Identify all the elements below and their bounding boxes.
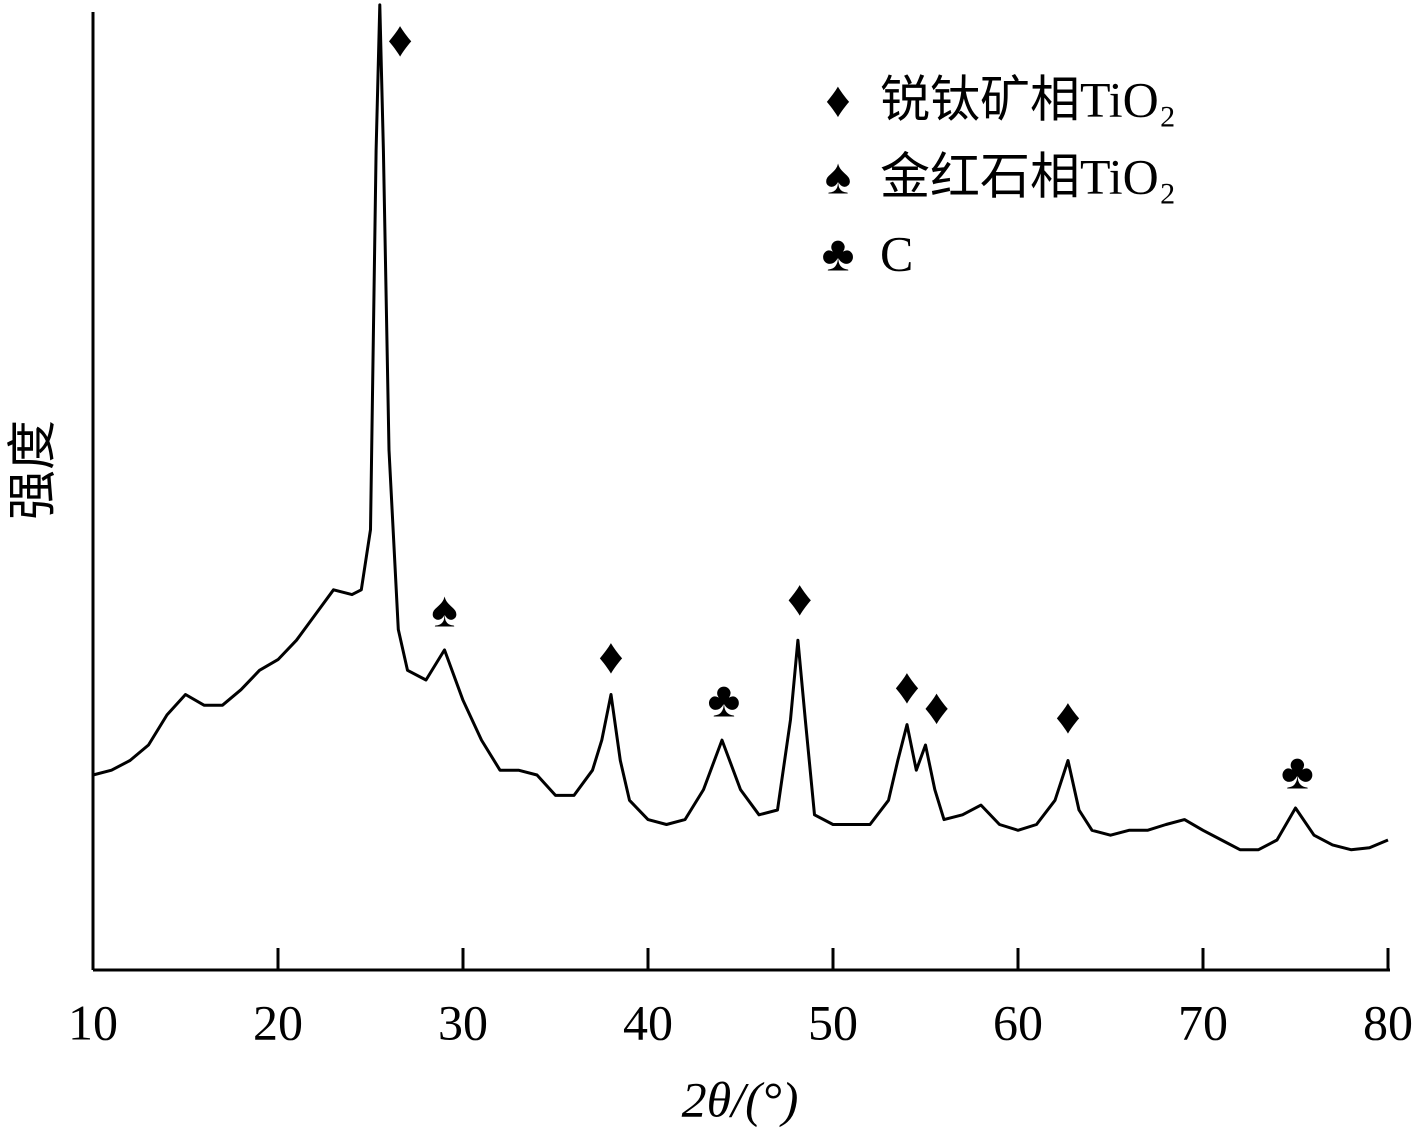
peak-marker: ♣ <box>1281 743 1314 799</box>
legend-label: 金红石相TiO₂ <box>880 148 1176 204</box>
x-tick-label: 40 <box>623 994 673 1050</box>
x-tick-label: 60 <box>993 994 1043 1050</box>
peak-marker: ♠ <box>431 581 458 637</box>
peak-marker: ♦ <box>894 658 920 714</box>
peak-marker: ♦ <box>1055 688 1081 744</box>
x-tick-label: 70 <box>1178 994 1228 1050</box>
legend-symbol: ♣ <box>822 225 855 281</box>
x-tick-label: 30 <box>438 994 488 1050</box>
x-tick-label: 20 <box>253 994 303 1050</box>
x-tick-label: 50 <box>808 994 858 1050</box>
peak-marker: ♦ <box>924 678 950 734</box>
peak-marker: ♦ <box>598 628 624 684</box>
legend-label: C <box>880 225 913 281</box>
x-tick-label: 80 <box>1363 994 1413 1050</box>
peak-marker: ♣ <box>707 672 740 728</box>
peak-marker: ♦ <box>787 570 813 626</box>
legend-symbol: ♠ <box>825 148 852 204</box>
y-axis-label: 强度 <box>4 420 60 520</box>
x-axis-label: 2θ/(°) <box>682 1071 799 1127</box>
data-line <box>92 3 1389 852</box>
legend-symbol: ♦ <box>825 71 851 127</box>
peak-marker: ♦ <box>387 11 413 67</box>
x-tick-label: 10 <box>68 994 118 1050</box>
legend-label: 锐钛矿相TiO₂ <box>880 71 1176 127</box>
